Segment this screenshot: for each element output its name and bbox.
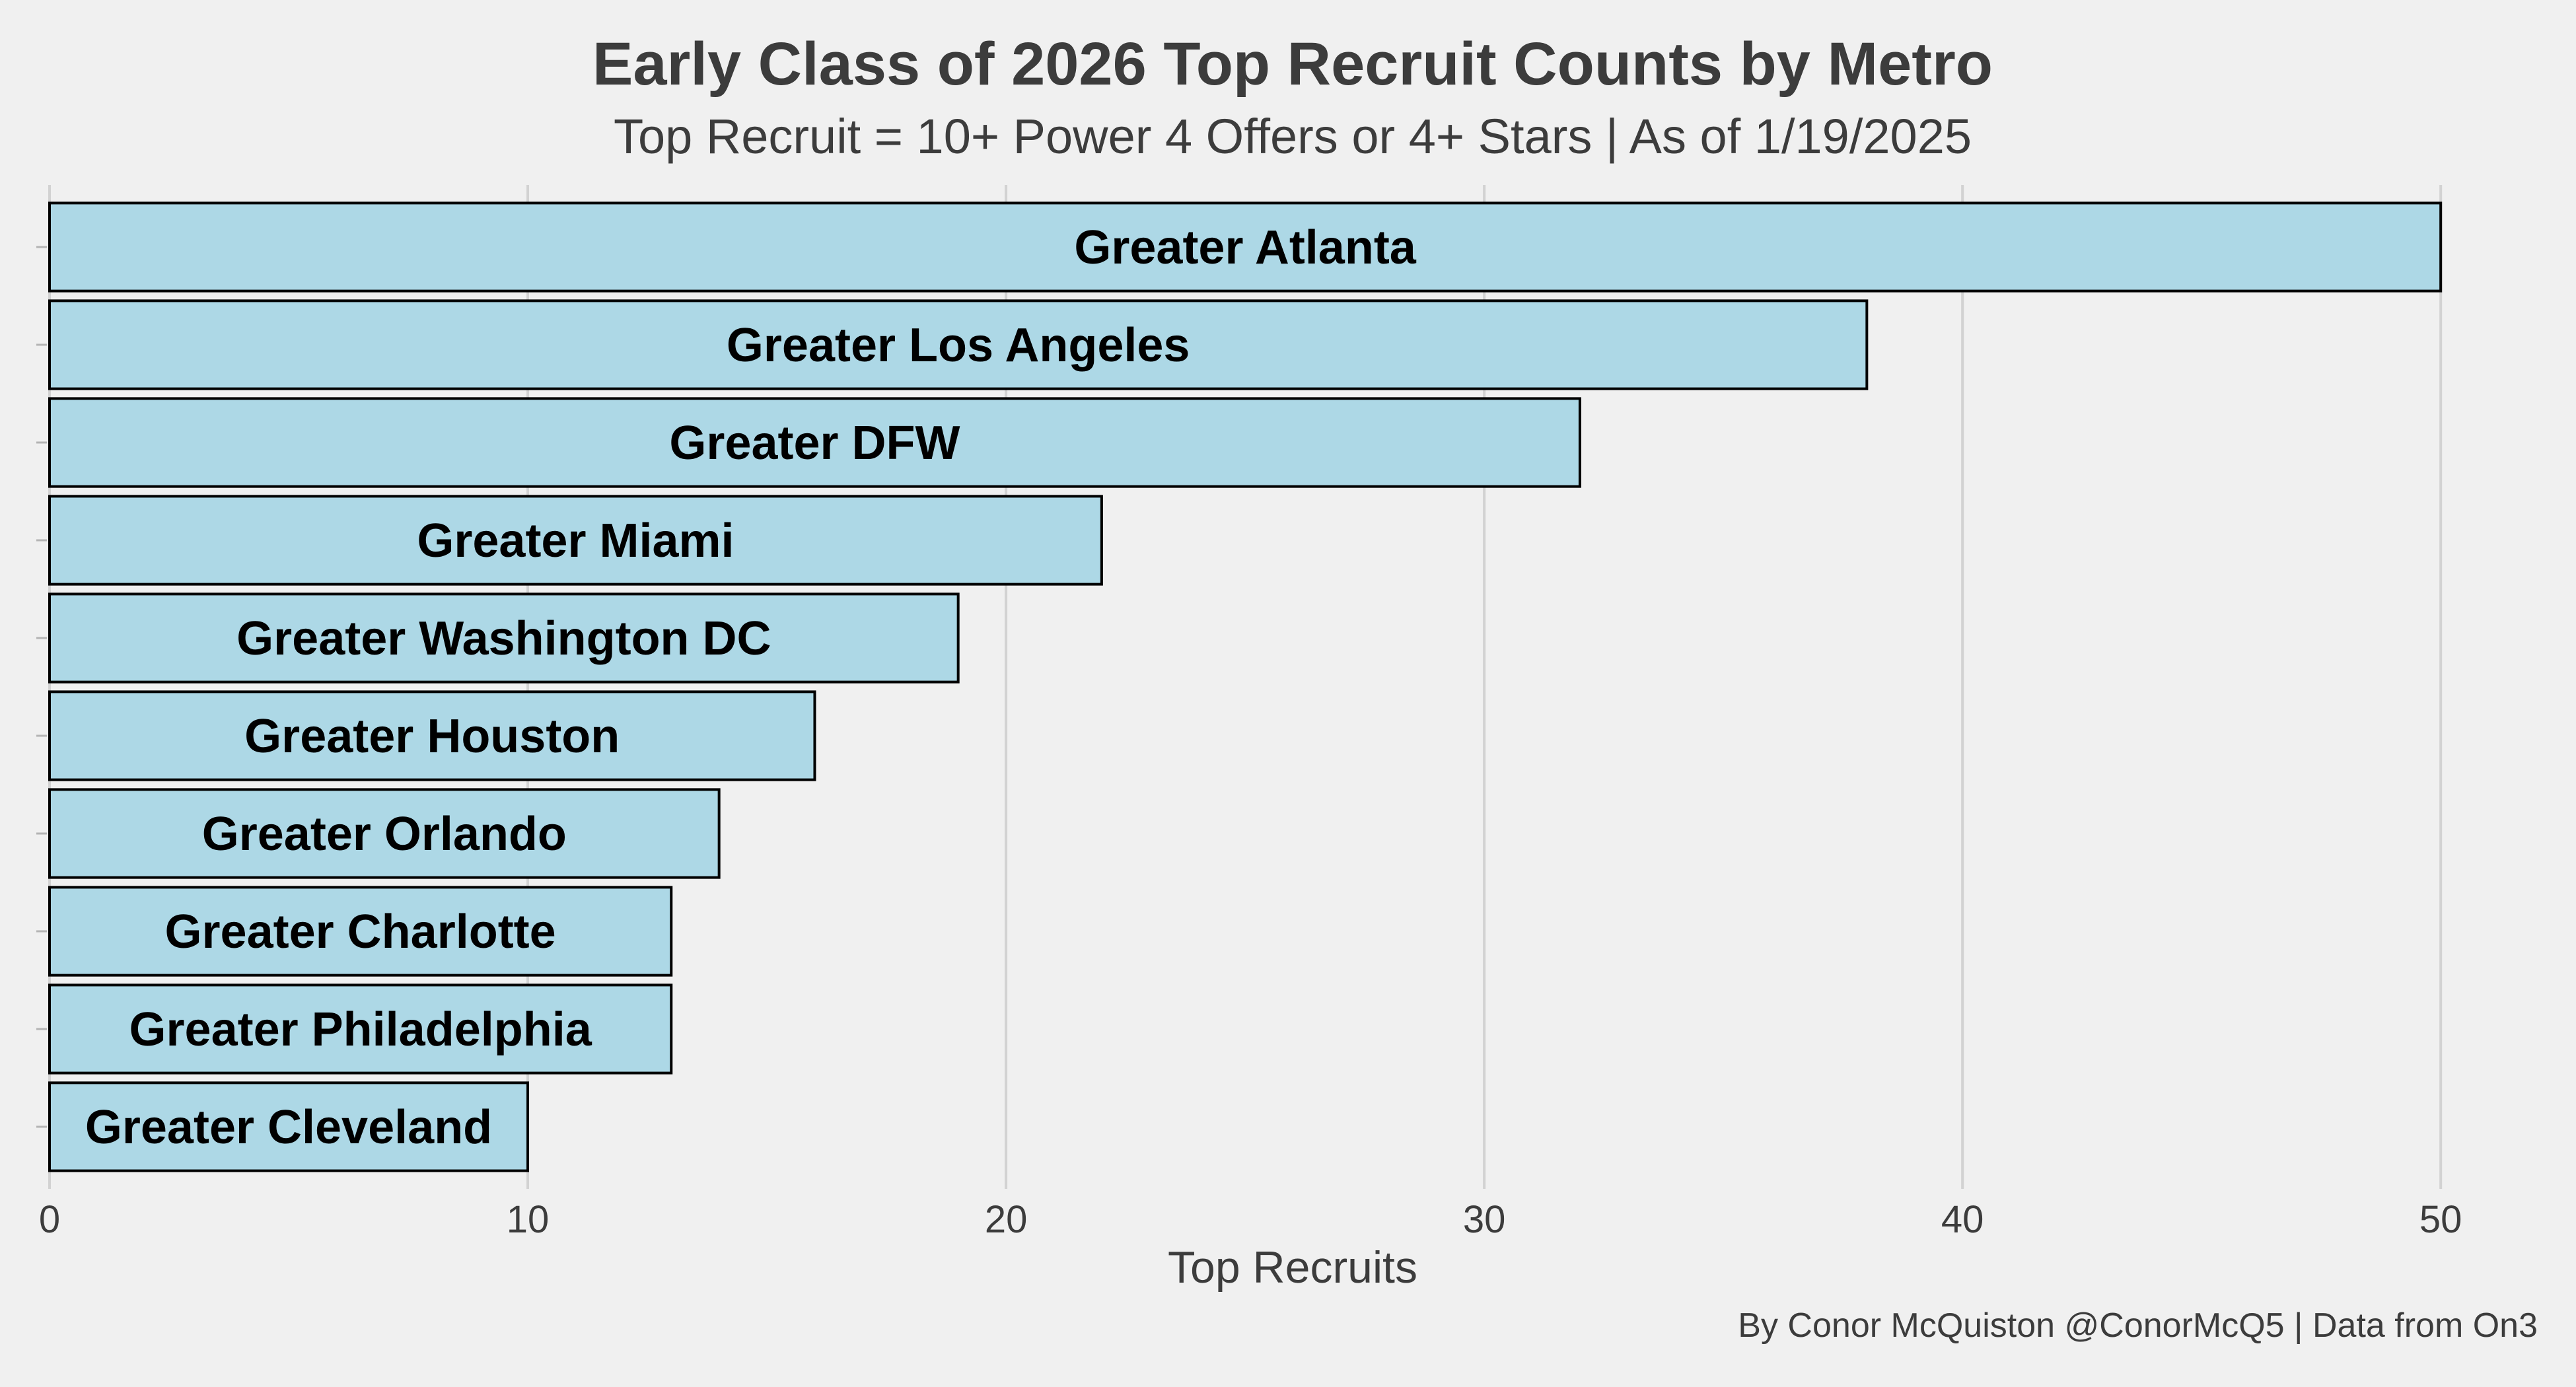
- bar-0: [48, 201, 2443, 293]
- bar-9: [48, 1081, 530, 1172]
- x-axis-title: Top Recruits: [1168, 1242, 1417, 1293]
- bar-7: [48, 886, 673, 977]
- chart-caption: By Conor McQuiston @ConorMcQ5 | Data fro…: [1738, 1306, 2538, 1345]
- bar-label-7: Greater Charlotte: [165, 906, 556, 958]
- bar-5: [48, 690, 816, 781]
- bar-3: [48, 495, 1103, 586]
- bar-4: [48, 592, 960, 684]
- x-tick-label-0: 0: [39, 1198, 60, 1241]
- bar-6: [48, 788, 721, 879]
- y-axis-ticks: [36, 246, 47, 1128]
- chart-title: Early Class of 2026 Top Recruit Counts b…: [592, 30, 1993, 98]
- bar-label-3: Greater Miami: [417, 515, 734, 567]
- bar-label-6: Greater Orlando: [202, 808, 567, 861]
- bar-label-5: Greater Houston: [244, 710, 620, 763]
- x-axis-tick-labels: 0 10 20 30 40 50: [39, 1198, 2462, 1241]
- x-tick-label-10: 10: [507, 1198, 550, 1241]
- bar-1: [48, 299, 1869, 390]
- x-tick-label-30: 30: [1463, 1198, 1506, 1241]
- x-tick-label-50: 50: [2419, 1198, 2462, 1241]
- chart-subtitle: Top Recruit = 10+ Power 4 Offers or 4+ S…: [614, 109, 1972, 164]
- bar-label-2: Greater DFW: [669, 417, 960, 470]
- bars: [48, 201, 2443, 1172]
- bar-labels: Greater Atlanta Greater Los Angeles Greate…: [85, 221, 1417, 1154]
- bar-2: [48, 397, 1581, 488]
- bar-label-9: Greater Cleveland: [85, 1101, 492, 1154]
- bar-label-1: Greater Los Angeles: [727, 319, 1190, 372]
- x-tick-label-20: 20: [985, 1198, 1028, 1241]
- bar-label-8: Greater Philadelphia: [129, 1003, 592, 1056]
- bar-label-0: Greater Atlanta: [1074, 221, 1416, 274]
- bar-8: [48, 983, 673, 1075]
- bar-label-4: Greater Washington DC: [236, 612, 771, 665]
- x-tick-label-40: 40: [1941, 1198, 1984, 1241]
